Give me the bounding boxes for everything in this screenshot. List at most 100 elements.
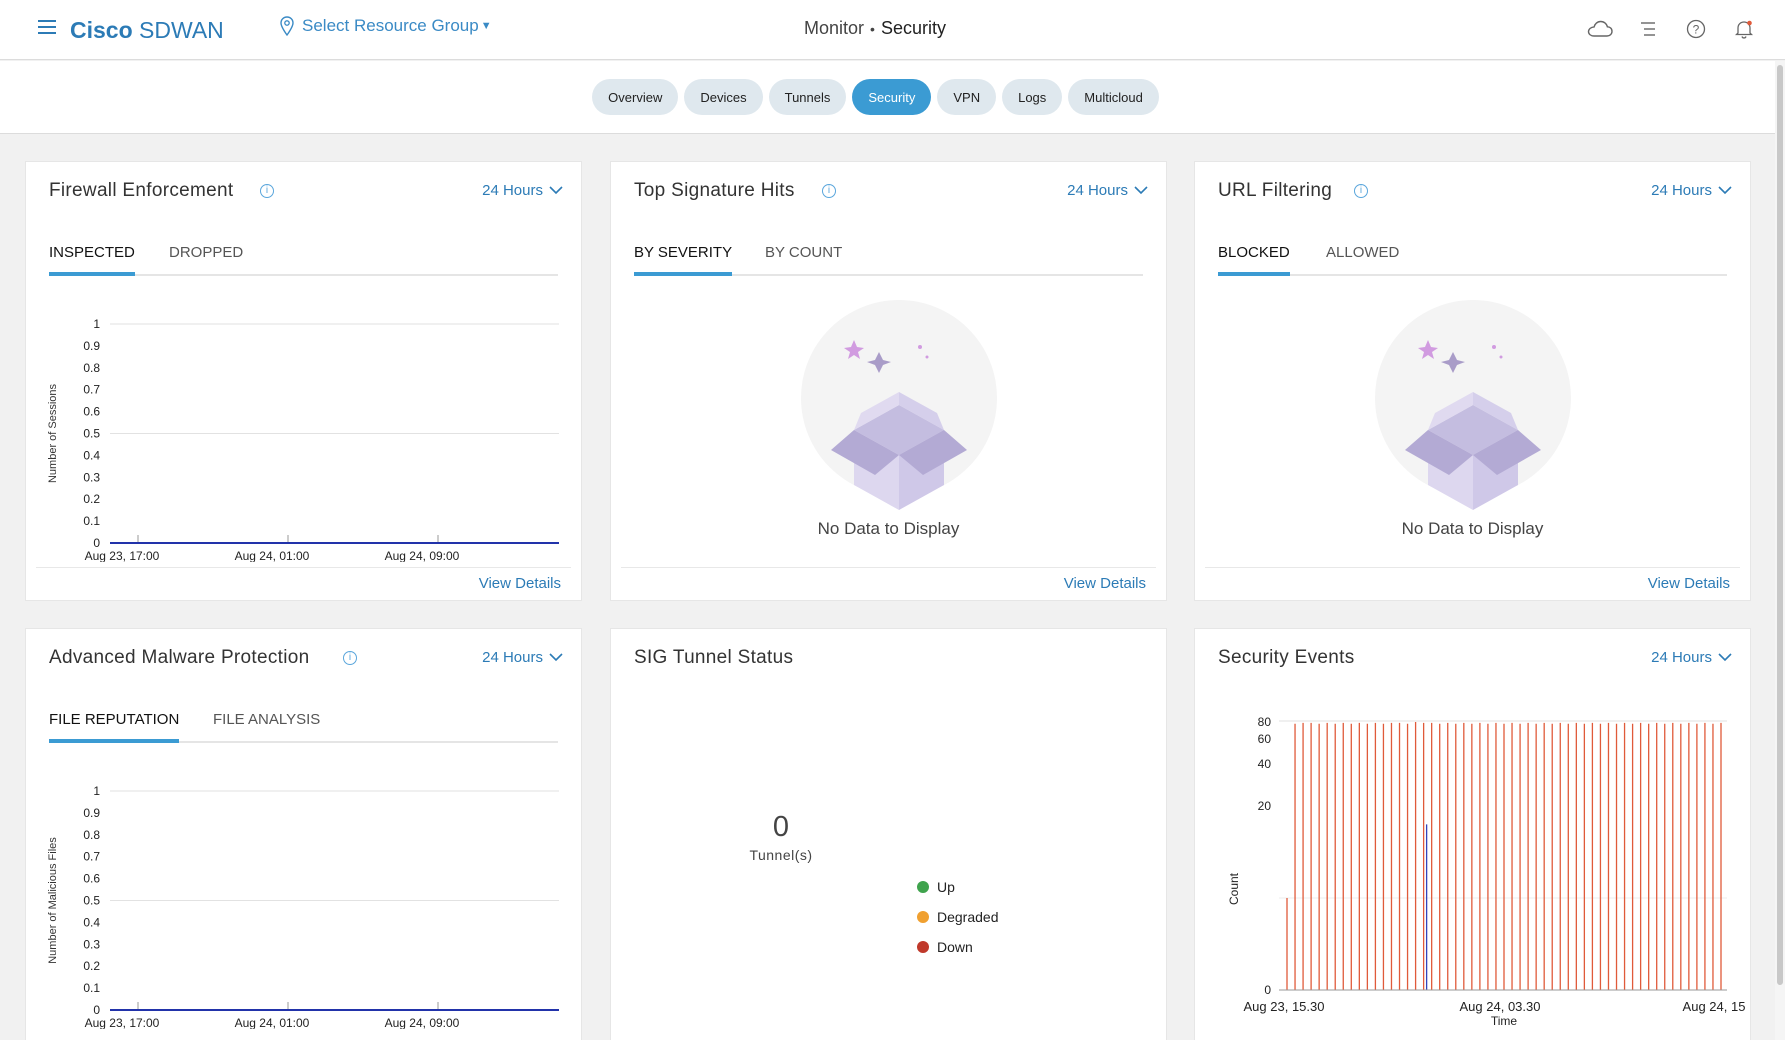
signature-subtabs: BY SEVERITY BY COUNT — [634, 244, 1143, 276]
menu-icon[interactable] — [38, 19, 58, 35]
y-tick-label: 0.2 — [83, 492, 100, 506]
tab-security[interactable]: Security — [852, 79, 932, 115]
top-header: Cisco SDWAN Select Resource Group ▼ Moni… — [0, 0, 1785, 60]
legend-label-degraded: Degraded — [937, 909, 999, 925]
time-range-dropdown[interactable]: 24 Hours — [1067, 182, 1148, 199]
y-tick-label: 0.3 — [83, 470, 100, 484]
chevron-down-icon — [1718, 653, 1732, 662]
time-range-dropdown[interactable]: 24 Hours — [482, 182, 563, 199]
info-icon[interactable]: i — [260, 184, 274, 198]
empty-box-illustration — [1375, 300, 1571, 510]
resource-group-selector[interactable]: Select Resource Group ▼ — [280, 16, 492, 36]
bell-icon[interactable] — [1731, 16, 1757, 42]
time-range-label: 24 Hours — [1067, 182, 1128, 199]
title-parent: Monitor — [804, 18, 865, 38]
help-icon[interactable]: ? — [1683, 16, 1709, 42]
subtab-allowed[interactable]: ALLOWED — [1326, 244, 1400, 261]
time-range-dropdown[interactable]: 24 Hours — [1651, 649, 1732, 666]
card-title: Top Signature Hits — [634, 180, 795, 201]
y-tick-label: 0.4 — [83, 448, 100, 462]
x-tick-label: Aug 23, 17:00 — [85, 1016, 160, 1029]
caret-down-icon: ▼ — [480, 20, 492, 32]
firewall-enforcement-card: Firewall Enforcement i 24 Hours INSPECTE… — [25, 161, 582, 601]
legend-dot-down — [917, 941, 929, 953]
tab-multicloud[interactable]: Multicloud — [1068, 79, 1159, 115]
x-tick-label: Aug 24, 09:00 — [385, 549, 460, 562]
tab-tunnels[interactable]: Tunnels — [768, 79, 847, 115]
y-tick-label: 1 — [93, 317, 100, 331]
location-pin-icon — [280, 16, 294, 36]
security-events-chart: 80 60 40 20 0 Count Aug 23, 15.30 Aug 24, 03.30… — [1227, 715, 1745, 1028]
y-tick-label: 0.5 — [83, 894, 100, 908]
top-signature-hits-card: Top Signature Hits i 24 Hours BY SEVERIT… — [610, 161, 1167, 601]
view-details-link[interactable]: View Details — [1647, 575, 1730, 592]
card-divider — [36, 567, 571, 568]
monitor-tabbar: Overview Devices Tunnels Security VPN Lo… — [0, 61, 1785, 134]
y-tick-label: 0.4 — [83, 915, 100, 929]
time-range-dropdown[interactable]: 24 Hours — [1651, 182, 1732, 199]
y-tick-label: 0 — [93, 536, 100, 550]
tab-overview[interactable]: Overview — [592, 79, 679, 115]
cloud-icon[interactable] — [1587, 16, 1613, 42]
tab-vpn[interactable]: VPN — [937, 79, 997, 115]
security-events-card: Security Events 24 Hours 80 60 40 20 0 Count A… — [1194, 628, 1751, 1040]
subtab-by-severity[interactable]: BY SEVERITY — [634, 244, 733, 276]
time-range-label: 24 Hours — [482, 649, 543, 666]
subtab-file-reputation[interactable]: FILE REPUTATION — [49, 711, 180, 743]
y-tick-label: 0.6 — [83, 405, 100, 419]
tab-logs[interactable]: Logs — [1002, 79, 1063, 115]
info-icon[interactable]: i — [1354, 184, 1368, 198]
card-title: Firewall Enforcement — [49, 180, 234, 201]
tunnel-count: 0 — [772, 811, 790, 843]
x-tick-label: Aug 23, 15.30 — [1244, 999, 1325, 1014]
time-range-label: 24 Hours — [1651, 182, 1712, 199]
scrollbar-thumb[interactable] — [1777, 65, 1783, 985]
card-divider — [1205, 567, 1740, 568]
info-icon[interactable]: i — [822, 184, 836, 198]
info-icon[interactable]: i — [343, 651, 357, 665]
view-details-link[interactable]: View Details — [478, 575, 561, 592]
legend-dot-degraded — [917, 911, 929, 923]
card-title: URL Filtering — [1218, 180, 1333, 201]
card-title: Security Events — [1218, 647, 1355, 668]
subtab-by-count[interactable]: BY COUNT — [765, 244, 843, 261]
brand-light: SDWAN — [139, 17, 224, 43]
y-axis-label: Count — [1227, 872, 1241, 905]
url-filtering-card: URL Filtering i 24 Hours BLOCKED ALLOWED… — [1194, 161, 1751, 601]
y-tick-label: 0.5 — [83, 427, 100, 441]
header-actions: ? — [1587, 16, 1757, 42]
chevron-down-icon — [549, 653, 563, 662]
x-tick-label: Aug 24, 01:00 — [235, 549, 310, 562]
y-tick-label: 0 — [1264, 983, 1271, 997]
y-tick-label: 0.9 — [83, 339, 100, 353]
time-range-dropdown[interactable]: 24 Hours — [482, 649, 563, 666]
y-axis-label: Number of Sessions — [47, 383, 59, 483]
y-tick-label: 0.1 — [83, 981, 100, 995]
legend-label-down: Down — [937, 939, 973, 955]
subtab-blocked[interactable]: BLOCKED — [1218, 244, 1290, 276]
x-tick-label: Aug 24, 03.30 — [1460, 999, 1541, 1014]
subtab-inspected[interactable]: INSPECTED — [49, 244, 135, 276]
legend-label-up: Up — [937, 879, 955, 895]
tab-devices[interactable]: Devices — [684, 79, 763, 115]
page-scrollbar[interactable] — [1775, 61, 1785, 1040]
subtab-file-analysis[interactable]: FILE ANALYSIS — [213, 711, 321, 728]
y-tick-label: 0.7 — [83, 383, 100, 397]
tasks-icon[interactable] — [1635, 16, 1661, 42]
card-divider — [621, 567, 1156, 568]
y-tick-label: 0.3 — [83, 937, 100, 951]
brand-logo[interactable]: Cisco SDWAN — [70, 17, 224, 44]
y-tick-label: 0.8 — [83, 361, 100, 375]
legend-item-degraded: Degraded — [917, 902, 999, 932]
page-title: Monitor • Security — [0, 18, 1750, 39]
y-tick-label: 0.7 — [83, 850, 100, 864]
y-tick-label: 0.6 — [83, 872, 100, 886]
subtab-dropped[interactable]: DROPPED — [169, 244, 244, 261]
view-details-link[interactable]: View Details — [1063, 575, 1146, 592]
y-tick-label: 1 — [93, 784, 100, 798]
chevron-down-icon — [1134, 186, 1148, 195]
advanced-malware-protection-card: Advanced Malware Protection i 24 Hours F… — [25, 628, 582, 1040]
y-tick-label: 60 — [1258, 732, 1272, 746]
y-tick-label: 0.2 — [83, 959, 100, 973]
monitor-tabs: Overview Devices Tunnels Security VPN Lo… — [0, 79, 1751, 115]
